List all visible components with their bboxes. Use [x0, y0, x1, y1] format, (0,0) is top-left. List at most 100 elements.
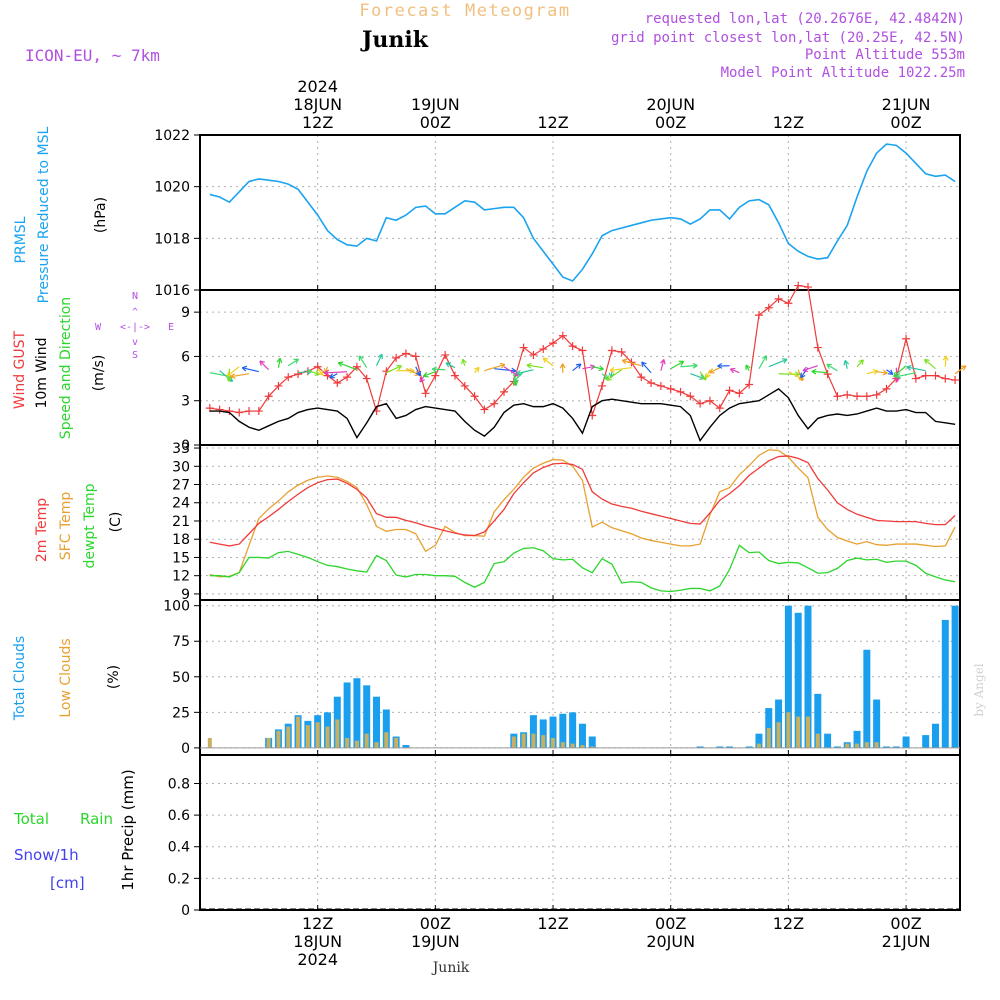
top-time-label: 18JUN: [293, 95, 342, 114]
gust-marker: [284, 373, 293, 382]
gust-marker: [264, 392, 273, 401]
wind-arrow: [622, 359, 642, 367]
wind-arrow-head: [794, 371, 800, 378]
ytick-label: 1016: [154, 283, 190, 299]
total-cloud-bar: [529, 715, 537, 748]
wind-arrow: [277, 358, 281, 368]
gust-marker: [205, 404, 214, 413]
low-cloud-bar: [354, 740, 359, 748]
ytick-label: 0.8: [168, 776, 190, 792]
wind-arrow: [445, 362, 456, 369]
panel-frame: [199, 754, 961, 911]
gust-marker: [833, 392, 842, 401]
wind-arrow-head: [802, 366, 808, 373]
panel-5: 0 0.2 0.4 0.6 0.8: [168, 754, 961, 919]
gust-marker: [509, 377, 518, 386]
wind-arrow-head: [709, 368, 715, 374]
gust-marker: [558, 331, 567, 340]
wind-arrow: [680, 364, 698, 368]
credit-watermark: by Angel: [972, 663, 986, 716]
low-cloud-bar: [864, 742, 869, 748]
bottom-time-label: 19JUN: [411, 932, 460, 951]
wind-arrow: [856, 359, 864, 368]
total-cloud-bar: [716, 746, 724, 748]
total-cloud-bar: [882, 746, 890, 748]
total-cloud-bar: [814, 693, 822, 748]
gust-marker: [804, 283, 812, 292]
top-time-label: 20JUN: [646, 95, 695, 114]
total-cloud-bar: [569, 712, 577, 748]
low-cloud-bar: [511, 736, 516, 748]
wind-arrow: [954, 365, 967, 375]
bottom-time-label: 00Z: [890, 914, 921, 933]
gust-marker: [696, 399, 705, 408]
low-cloud-bar: [845, 743, 850, 748]
wind-10m-line: [209, 388, 956, 443]
gust-marker: [245, 407, 254, 416]
ytick-label: 21: [172, 514, 190, 530]
gust-marker: [480, 405, 489, 414]
ytick-label: 0: [181, 438, 190, 454]
wind-arrow: [811, 370, 828, 374]
gust-marker: [941, 374, 950, 383]
total-cloud-bar: [824, 733, 832, 748]
station-name: Junik: [360, 27, 429, 53]
sfc-temp-line: [209, 449, 956, 578]
wind-arrow: [432, 368, 446, 371]
gust-marker: [441, 350, 450, 359]
wind-arrow-head: [906, 364, 912, 371]
compass-arrow-up: ^: [132, 307, 138, 318]
top-time-label: 00Z: [420, 113, 451, 132]
gust-marker: [411, 352, 420, 361]
wind-arrow: [609, 367, 632, 372]
top-time-label: 21JUN: [882, 95, 931, 114]
total-cloud-bar: [696, 746, 704, 748]
top-time-label: 12Z: [773, 113, 804, 132]
wind-arrow: [386, 365, 402, 374]
gust-marker: [215, 405, 224, 414]
low-cloud-bar: [296, 716, 301, 748]
low-cloud-bar: [315, 722, 320, 748]
gust-marker: [715, 404, 724, 413]
wind-arrow: [699, 371, 707, 381]
wind-arrow: [230, 373, 250, 378]
total-cloud-bar: [382, 709, 390, 748]
ytick-label: 0.4: [168, 840, 190, 856]
ytick-label: 24: [172, 496, 190, 512]
gust-marker: [784, 299, 793, 308]
temp-2m-line: [209, 455, 956, 547]
low-cloud-bar: [580, 745, 585, 748]
wind-arrow-head: [609, 367, 615, 373]
bottom-time-label: 12Z: [773, 914, 804, 933]
wind-arrow-head: [323, 369, 329, 376]
gust-marker: [735, 389, 744, 398]
gust-marker: [794, 281, 803, 290]
wind-arrow: [641, 361, 652, 374]
gust-marker: [500, 387, 508, 396]
temp-2m-label: 2m Temp: [34, 498, 50, 562]
rain-label: Rain: [80, 810, 113, 828]
low-cloud-bar: [796, 716, 801, 748]
total-cloud-bar: [402, 745, 410, 748]
gust-marker: [225, 407, 234, 416]
low-cloud-bar: [286, 726, 291, 748]
gust-marker: [333, 379, 342, 387]
wind-arrow-head: [575, 363, 582, 369]
wind-arrow-head: [895, 373, 901, 379]
total-cloud-bar: [922, 735, 930, 748]
wind-arrow: [226, 366, 240, 377]
wind-arrow-head: [887, 369, 894, 375]
gust-marker: [392, 353, 401, 362]
gust-marker: [921, 371, 930, 380]
panel-3: 9 12 15 18 21 24 27 30 33: [172, 441, 961, 603]
gust-marker: [774, 294, 783, 303]
wind-arrow: [317, 368, 324, 376]
wind-arrow-head: [415, 370, 422, 377]
total-cloud-bar: [353, 678, 361, 748]
bottom-time-label: 12Z: [302, 914, 333, 933]
total-cloud-bar: [804, 605, 812, 748]
wind-arrow: [876, 371, 888, 374]
ytick-label: 0: [181, 903, 190, 919]
snow-label: Snow/1h: [14, 846, 79, 864]
